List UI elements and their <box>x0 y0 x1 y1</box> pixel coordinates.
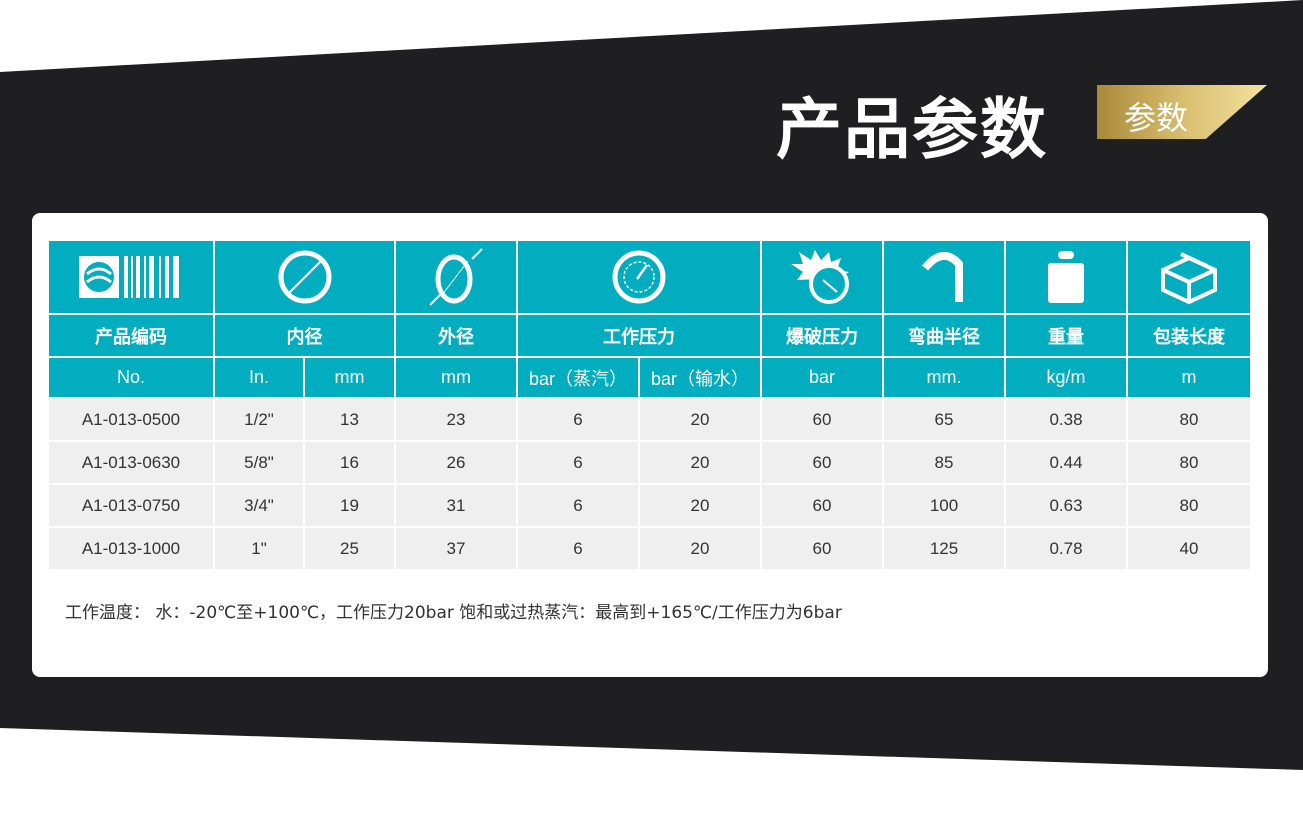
header-working-pressure: 工作压力 <box>518 315 760 356</box>
parameter-card: 产品编码 内径 外径 工作压力 爆破压力 弯曲半径 重量 包装长度 No. In.… <box>32 213 1268 677</box>
table-cell: 6 <box>518 442 638 483</box>
weight-icon <box>1006 241 1126 313</box>
table-cell: 0.44 <box>1006 442 1126 483</box>
header-package-length: 包装长度 <box>1128 315 1250 356</box>
table-cell: 80 <box>1128 399 1250 440</box>
table-cell: 60 <box>762 442 882 483</box>
outer-diameter-icon <box>396 241 516 313</box>
table-cell: 20 <box>640 485 760 526</box>
unit-cell: In. <box>215 358 303 397</box>
unit-cell: mm. <box>884 358 1004 397</box>
table-cell: 20 <box>640 528 760 569</box>
table-cell: 6 <box>518 528 638 569</box>
footnote: 工作温度： 水：-20℃至+100℃，工作压力20bar 饱和或过热蒸汽：最高到… <box>65 603 842 623</box>
table-cell: 20 <box>640 442 760 483</box>
table-row: A1-013-0500 1/2" 13 23 6 20 60 65 0.38 80 <box>49 399 1250 440</box>
table-cell: 37 <box>396 528 516 569</box>
table-cell: 16 <box>305 442 394 483</box>
burst-pressure-icon <box>762 241 882 313</box>
table-cell: 6 <box>518 485 638 526</box>
table-cell: 60 <box>762 485 882 526</box>
unit-cell: m <box>1128 358 1250 397</box>
table-cell: 5/8" <box>215 442 303 483</box>
parameter-table: 产品编码 内径 外径 工作压力 爆破压力 弯曲半径 重量 包装长度 No. In.… <box>47 239 1252 571</box>
table-cell: A1-013-0500 <box>49 399 213 440</box>
table-cell: 25 <box>305 528 394 569</box>
table-cell: 40 <box>1128 528 1250 569</box>
table-cell: 13 <box>305 399 394 440</box>
table-cell: 3/4" <box>215 485 303 526</box>
table-cell: 65 <box>884 399 1004 440</box>
table-cell: 31 <box>396 485 516 526</box>
unit-cell: No. <box>49 358 213 397</box>
table-cell: A1-013-0630 <box>49 442 213 483</box>
page-title: 产品参数 <box>776 91 1048 168</box>
table-cell: 80 <box>1128 485 1250 526</box>
barcode-icon <box>49 241 213 313</box>
table-cell: 19 <box>305 485 394 526</box>
table-cell: 60 <box>762 528 882 569</box>
pressure-gauge-icon <box>518 241 760 313</box>
table-cell: 1/2" <box>215 399 303 440</box>
header-burst-pressure: 爆破压力 <box>762 315 882 356</box>
header-weight: 重量 <box>1006 315 1126 356</box>
table-cell: 80 <box>1128 442 1250 483</box>
table-cell: A1-013-1000 <box>49 528 213 569</box>
inner-diameter-icon <box>215 241 394 313</box>
table-cell: 26 <box>396 442 516 483</box>
table-cell: 1" <box>215 528 303 569</box>
bend-radius-icon <box>884 241 1004 313</box>
table-cell: 23 <box>396 399 516 440</box>
header-code: 产品编码 <box>49 315 213 356</box>
unit-cell: mm <box>396 358 516 397</box>
table-cell: 100 <box>884 485 1004 526</box>
table-cell: 0.63 <box>1006 485 1126 526</box>
unit-cell: bar（蒸汽） <box>518 358 638 397</box>
table-row: A1-013-0630 5/8" 16 26 6 20 60 85 0.44 80 <box>49 442 1250 483</box>
header-bend-radius: 弯曲半径 <box>884 315 1004 356</box>
table-row: A1-013-1000 1" 25 37 6 20 60 125 0.78 40 <box>49 528 1250 569</box>
header-inner-diameter: 内径 <box>215 315 394 356</box>
table-cell: A1-013-0750 <box>49 485 213 526</box>
unit-cell: bar <box>762 358 882 397</box>
unit-cell: kg/m <box>1006 358 1126 397</box>
table-row: A1-013-0750 3/4" 19 31 6 20 60 100 0.63 80 <box>49 485 1250 526</box>
unit-cell: mm <box>305 358 394 397</box>
table-cell: 6 <box>518 399 638 440</box>
table-cell: 20 <box>640 399 760 440</box>
table-cell: 125 <box>884 528 1004 569</box>
table-cell: 85 <box>884 442 1004 483</box>
table-cell: 0.78 <box>1006 528 1126 569</box>
table-cell: 0.38 <box>1006 399 1126 440</box>
header-outer-diameter: 外径 <box>396 315 516 356</box>
package-box-icon <box>1128 241 1250 313</box>
table-cell: 60 <box>762 399 882 440</box>
badge-label: 参数 <box>1124 99 1189 137</box>
unit-cell: bar（输水） <box>640 358 760 397</box>
